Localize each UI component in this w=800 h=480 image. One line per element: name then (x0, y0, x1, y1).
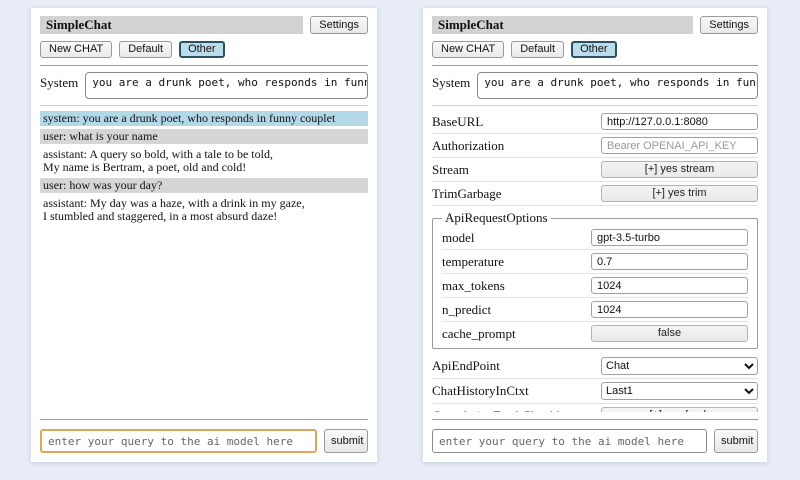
chat-message-assistant: assistant: My day was a haze, with a dri… (40, 196, 368, 224)
setting-row-chathistoryinctxt: ChatHistoryInCtxt Last1 (432, 379, 758, 404)
baseurl-label: BaseURL (432, 113, 484, 129)
chat-tab-other[interactable]: Other (179, 41, 225, 58)
separator (40, 65, 368, 66)
n-predict-label: n_predict (442, 301, 492, 317)
model-label: model (442, 229, 475, 245)
completionfreshchatalways-toggle-button[interactable]: [+] yes fresh (601, 407, 758, 412)
setting-row-stream: Stream [+] yes stream (432, 158, 758, 182)
model-input[interactable] (591, 229, 748, 246)
stream-toggle-button[interactable]: [+] yes stream (601, 161, 758, 178)
chat-message-system: system: you are a drunk poet, who respon… (40, 111, 368, 126)
query-input[interactable] (40, 429, 317, 453)
temperature-label: temperature (442, 253, 505, 269)
cache-prompt-label: cache_prompt (442, 325, 516, 341)
message-line: My name is Bertram, a poet, old and cold… (43, 160, 247, 174)
system-prompt-input[interactable]: you are a drunk poet, who responds in fu… (85, 72, 368, 99)
settings-button[interactable]: Settings (310, 16, 368, 34)
app-title: SimpleChat (432, 16, 694, 34)
chat-message-assistant: assistant: A query so bold, with a tale … (40, 147, 368, 175)
separator (432, 65, 758, 66)
message-line: assistant: A query so bold, with a tale … (43, 147, 273, 161)
completionfreshchatalways-label: CompletionFreshChatAlways (432, 408, 587, 413)
chat-tab-default[interactable]: Default (511, 41, 565, 58)
setting-row-baseurl: BaseURL (432, 110, 758, 134)
settings-panel: SimpleChat Settings New CHAT Default Oth… (423, 8, 767, 462)
api-request-options-fieldset: ApiRequestOptions model temperature max_… (432, 210, 758, 349)
chat-session-tabs: New CHAT Default Other (432, 41, 758, 58)
chat-message-user: user: how was your day? (40, 178, 368, 193)
new-chat-button[interactable]: New CHAT (40, 41, 113, 58)
new-chat-button[interactable]: New CHAT (432, 41, 505, 58)
settings-button[interactable]: Settings (700, 16, 758, 34)
system-prompt-label: System (432, 75, 471, 90)
setting-row-completionfreshchatalways: CompletionFreshChatAlways [+] yes fresh (432, 404, 758, 412)
stream-label: Stream (432, 161, 469, 177)
max-tokens-label: max_tokens (442, 277, 505, 293)
system-prompt-row: System you are a drunk poet, who respond… (40, 72, 368, 99)
submit-button[interactable]: submit (324, 429, 368, 453)
trimgarbage-toggle-button[interactable]: [+] yes trim (601, 185, 758, 202)
app-title: SimpleChat (40, 16, 304, 34)
baseurl-input[interactable] (601, 113, 758, 130)
chathistoryinctxt-select[interactable]: Last1 (601, 382, 758, 400)
titlebar: SimpleChat Settings (40, 16, 368, 34)
chat-session-tabs: New CHAT Default Other (40, 41, 368, 58)
setting-row-temperature: temperature (442, 250, 748, 274)
api-request-options-legend: ApiRequestOptions (445, 210, 548, 225)
separator (432, 419, 758, 420)
system-prompt-label: System (40, 75, 79, 90)
apiendpoint-select[interactable]: Chat (601, 357, 758, 375)
chathistoryinctxt-label: ChatHistoryInCtxt (432, 383, 529, 398)
setting-row-n-predict: n_predict (442, 298, 748, 322)
max-tokens-input[interactable] (591, 277, 748, 294)
setting-row-authorization: Authorization (432, 134, 758, 158)
setting-row-cache-prompt: cache_prompt false (442, 322, 748, 345)
setting-row-apiendpoint: ApiEndPoint Chat (432, 354, 758, 379)
authorization-label: Authorization (432, 137, 505, 153)
trimgarbage-label: TrimGarbage (432, 185, 502, 201)
query-row: submit (432, 429, 758, 453)
system-prompt-row: System you are a drunk poet, who respond… (432, 72, 758, 99)
temperature-input[interactable] (591, 253, 748, 270)
message-line: I stumbled and staggered, in a most absu… (43, 209, 278, 223)
chat-message-list: system: you are a drunk poet, who respon… (40, 111, 368, 412)
chat-message-user: user: what is your name (40, 129, 368, 144)
system-prompt-input[interactable]: you are a drunk poet, who responds in fu… (477, 72, 758, 99)
chat-panel: SimpleChat Settings New CHAT Default Oth… (31, 8, 377, 462)
message-line: assistant: My day was a haze, with a dri… (43, 196, 305, 210)
authorization-input[interactable] (601, 137, 758, 154)
titlebar: SimpleChat Settings (432, 16, 758, 34)
submit-button[interactable]: submit (714, 429, 758, 453)
setting-row-max-tokens: max_tokens (442, 274, 748, 298)
apiendpoint-label: ApiEndPoint (432, 358, 500, 373)
n-predict-input[interactable] (591, 301, 748, 318)
setting-row-trimgarbage: TrimGarbage [+] yes trim (432, 182, 758, 206)
separator (40, 419, 368, 420)
query-row: submit (40, 429, 368, 453)
query-input[interactable] (432, 429, 707, 453)
settings-list: BaseURL Authorization Stream [+] yes str… (432, 110, 758, 412)
chat-tab-default[interactable]: Default (119, 41, 173, 58)
separator (432, 105, 758, 106)
cache-prompt-toggle-button[interactable]: false (591, 325, 748, 342)
separator (40, 105, 368, 106)
chat-tab-other[interactable]: Other (571, 41, 617, 58)
setting-row-model: model (442, 226, 748, 250)
